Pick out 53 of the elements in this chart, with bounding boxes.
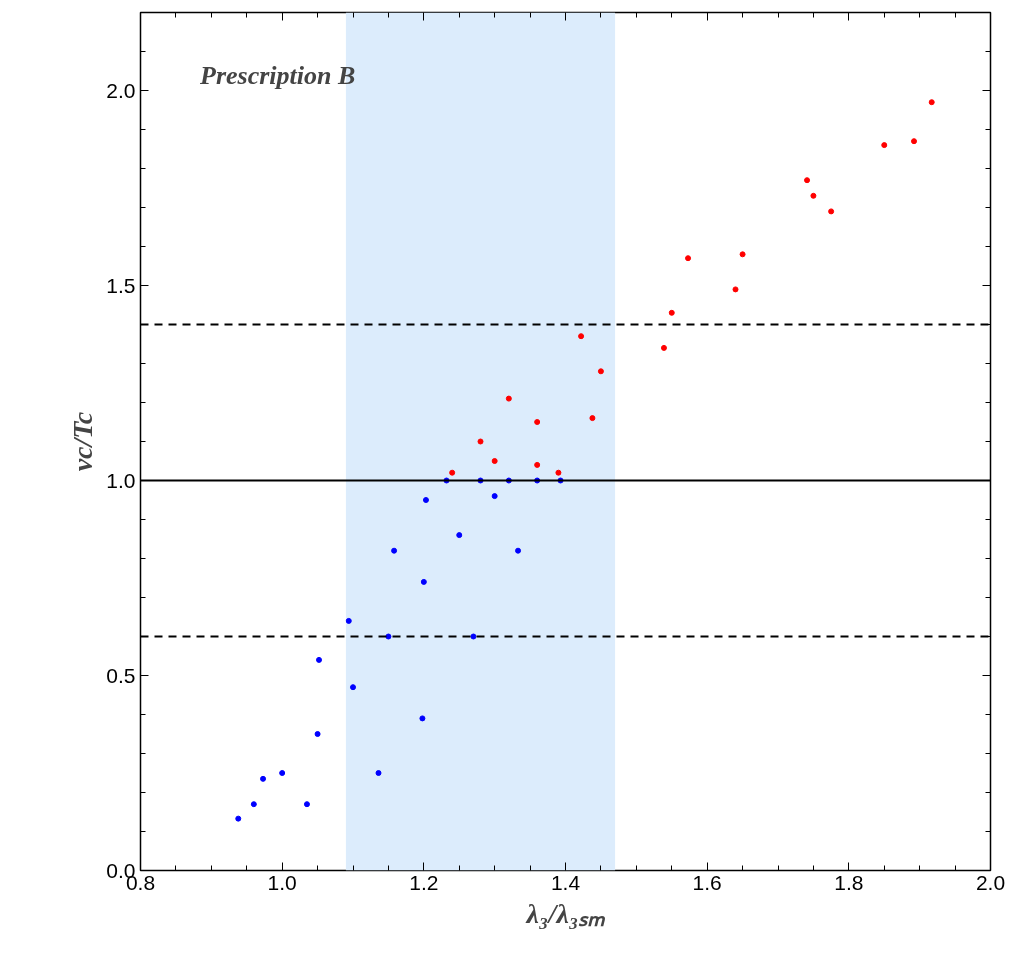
annotation: Prescription B <box>199 60 356 90</box>
point <box>449 469 456 476</box>
point <box>668 309 675 316</box>
point <box>804 177 811 184</box>
point <box>260 775 267 782</box>
point <box>470 633 477 640</box>
x-axis-title: λ₃/λ₃ₛₘ <box>525 897 606 929</box>
point <box>739 251 746 258</box>
point <box>391 547 398 554</box>
y-tick-label: 1.5 <box>106 273 136 297</box>
point <box>828 208 835 215</box>
point <box>375 770 382 776</box>
point <box>279 770 286 776</box>
y-tick-label: 0.5 <box>106 663 136 687</box>
point <box>578 333 585 340</box>
point <box>810 192 817 199</box>
point <box>420 578 427 585</box>
point <box>589 415 596 422</box>
point <box>303 801 310 808</box>
y-tick-label: 2.0 <box>106 78 136 102</box>
point <box>685 255 692 262</box>
x-tick-label: 1.6 <box>692 870 722 894</box>
x-tick-label: 1.2 <box>409 870 439 894</box>
x-tick-label: 2.0 <box>975 870 1006 894</box>
point <box>491 458 498 464</box>
point <box>491 493 498 500</box>
point <box>881 142 888 149</box>
x-tick-label: 1.0 <box>267 870 297 894</box>
point <box>385 633 392 640</box>
point <box>422 497 429 503</box>
point <box>597 368 604 375</box>
point <box>911 138 917 145</box>
point <box>477 438 484 445</box>
y-axis-title: vc/Tc <box>67 411 99 472</box>
y-tick-label: 1.0 <box>106 468 136 492</box>
point <box>350 684 356 691</box>
point <box>732 286 739 293</box>
point <box>235 815 242 822</box>
point <box>534 419 541 425</box>
x-tick-label: 1.4 <box>550 870 581 894</box>
point <box>456 532 463 539</box>
point <box>250 801 257 808</box>
point <box>505 395 512 402</box>
point <box>660 344 667 351</box>
point <box>555 469 562 476</box>
point <box>316 656 322 663</box>
x-tick-label: 1.8 <box>834 870 864 894</box>
point <box>314 731 321 737</box>
point <box>928 99 935 106</box>
point <box>345 617 352 624</box>
point <box>419 715 426 722</box>
point <box>534 461 541 468</box>
point <box>515 547 522 554</box>
